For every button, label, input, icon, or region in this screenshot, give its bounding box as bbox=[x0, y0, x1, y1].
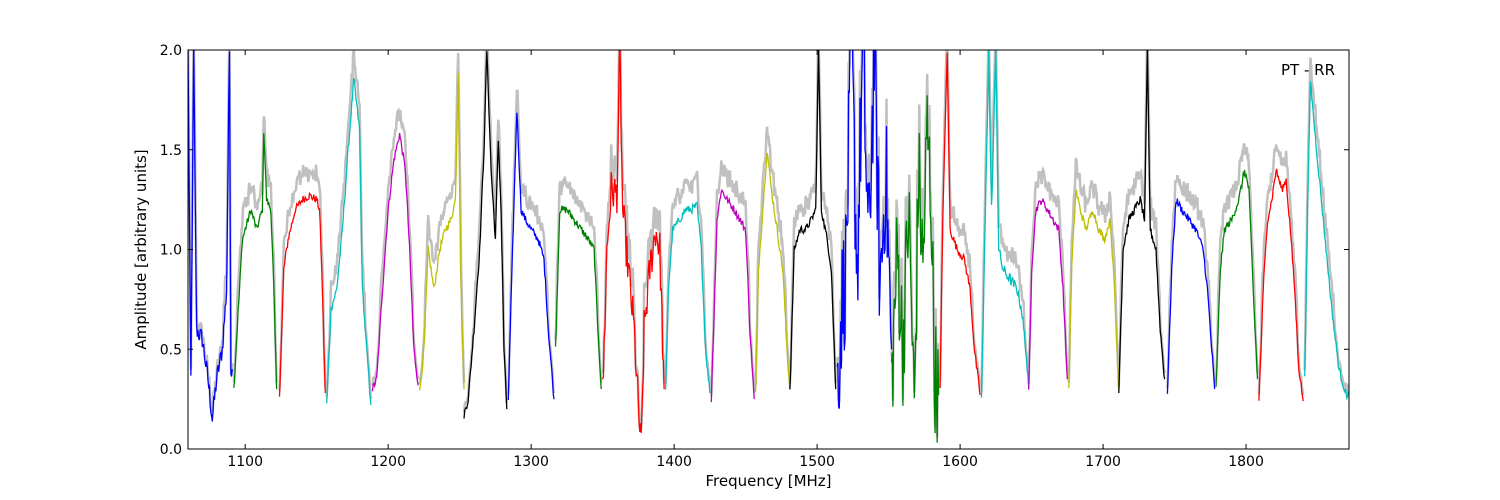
series-line-11 bbox=[664, 201, 711, 394]
background-trace-3 bbox=[278, 164, 327, 391]
x-tick-label: 1200 bbox=[370, 454, 406, 470]
plot-area bbox=[188, 50, 1349, 443]
y-tick-label: 2.0 bbox=[160, 43, 182, 59]
series-line-19 bbox=[1028, 198, 1068, 390]
series-line-15 bbox=[836, 50, 893, 409]
x-tick-label: 1600 bbox=[942, 454, 978, 470]
series-line-12 bbox=[710, 188, 755, 403]
y-tick-label: 1.5 bbox=[160, 143, 182, 159]
background-trace-10 bbox=[601, 50, 666, 428]
series-line-17 bbox=[939, 52, 981, 396]
series-line-6 bbox=[418, 73, 465, 391]
series-line-8 bbox=[507, 112, 555, 401]
x-axis-label: Frequency [MHz] bbox=[705, 472, 831, 490]
chart-annotation: PT - RR bbox=[1281, 61, 1335, 79]
background-trace-8 bbox=[507, 89, 556, 395]
background-trace-2 bbox=[232, 116, 278, 384]
series-line-23 bbox=[1215, 169, 1259, 387]
background-trace-14 bbox=[788, 50, 837, 384]
series-line-13 bbox=[754, 152, 791, 392]
background-trace-21 bbox=[1117, 50, 1166, 388]
x-tick-label: 1800 bbox=[1228, 454, 1264, 470]
series-line-10 bbox=[601, 50, 665, 434]
background-trace-20 bbox=[1067, 157, 1121, 384]
y-axis-label: Amplitude [arbitrary units] bbox=[132, 149, 150, 349]
series-line-18 bbox=[980, 50, 1030, 398]
background-trace-23 bbox=[1214, 143, 1259, 382]
series-line-21 bbox=[1118, 50, 1166, 394]
x-tick-label: 1700 bbox=[1085, 454, 1121, 470]
x-tick-label: 1500 bbox=[799, 454, 835, 470]
series-line-4 bbox=[326, 78, 372, 406]
series-line-1 bbox=[188, 50, 233, 422]
series-line-24 bbox=[1258, 168, 1304, 402]
background-trace-19 bbox=[1027, 165, 1069, 384]
background-trace-13 bbox=[754, 126, 792, 386]
series-line-9 bbox=[554, 205, 602, 390]
series-line-25 bbox=[1304, 81, 1349, 401]
x-tick-label: 1100 bbox=[227, 454, 263, 470]
x-tick-label: 1400 bbox=[656, 454, 692, 470]
background-trace-4 bbox=[325, 50, 373, 400]
x-tick-label: 1300 bbox=[513, 454, 549, 470]
y-tick-label: 0.5 bbox=[160, 342, 182, 358]
series-line-3 bbox=[278, 191, 326, 397]
background-trace-25 bbox=[1303, 57, 1349, 397]
y-tick-label: 1.0 bbox=[160, 243, 182, 259]
background-trace-24 bbox=[1257, 144, 1305, 396]
x-axis: 1100 1200 1300 1400 1500 1600 1700 1800 bbox=[227, 50, 1264, 470]
series-line-22 bbox=[1166, 198, 1216, 394]
series-line-5 bbox=[371, 133, 419, 392]
series-line-20 bbox=[1068, 189, 1120, 390]
y-axis: 0.0 0.5 1.0 1.5 2.0 bbox=[160, 43, 1349, 458]
series-line-2 bbox=[233, 133, 278, 390]
background-trace-15 bbox=[835, 50, 893, 404]
y-tick-label: 0.0 bbox=[160, 442, 182, 458]
series-line-16 bbox=[890, 95, 940, 443]
series-line-14 bbox=[789, 50, 837, 390]
series-line-7 bbox=[463, 51, 508, 419]
background-trace-5 bbox=[371, 107, 420, 386]
background-trace-22 bbox=[1166, 174, 1216, 388]
background-trace-9 bbox=[554, 176, 603, 384]
background-trace-11 bbox=[664, 170, 712, 388]
background-trace-12 bbox=[710, 160, 756, 397]
